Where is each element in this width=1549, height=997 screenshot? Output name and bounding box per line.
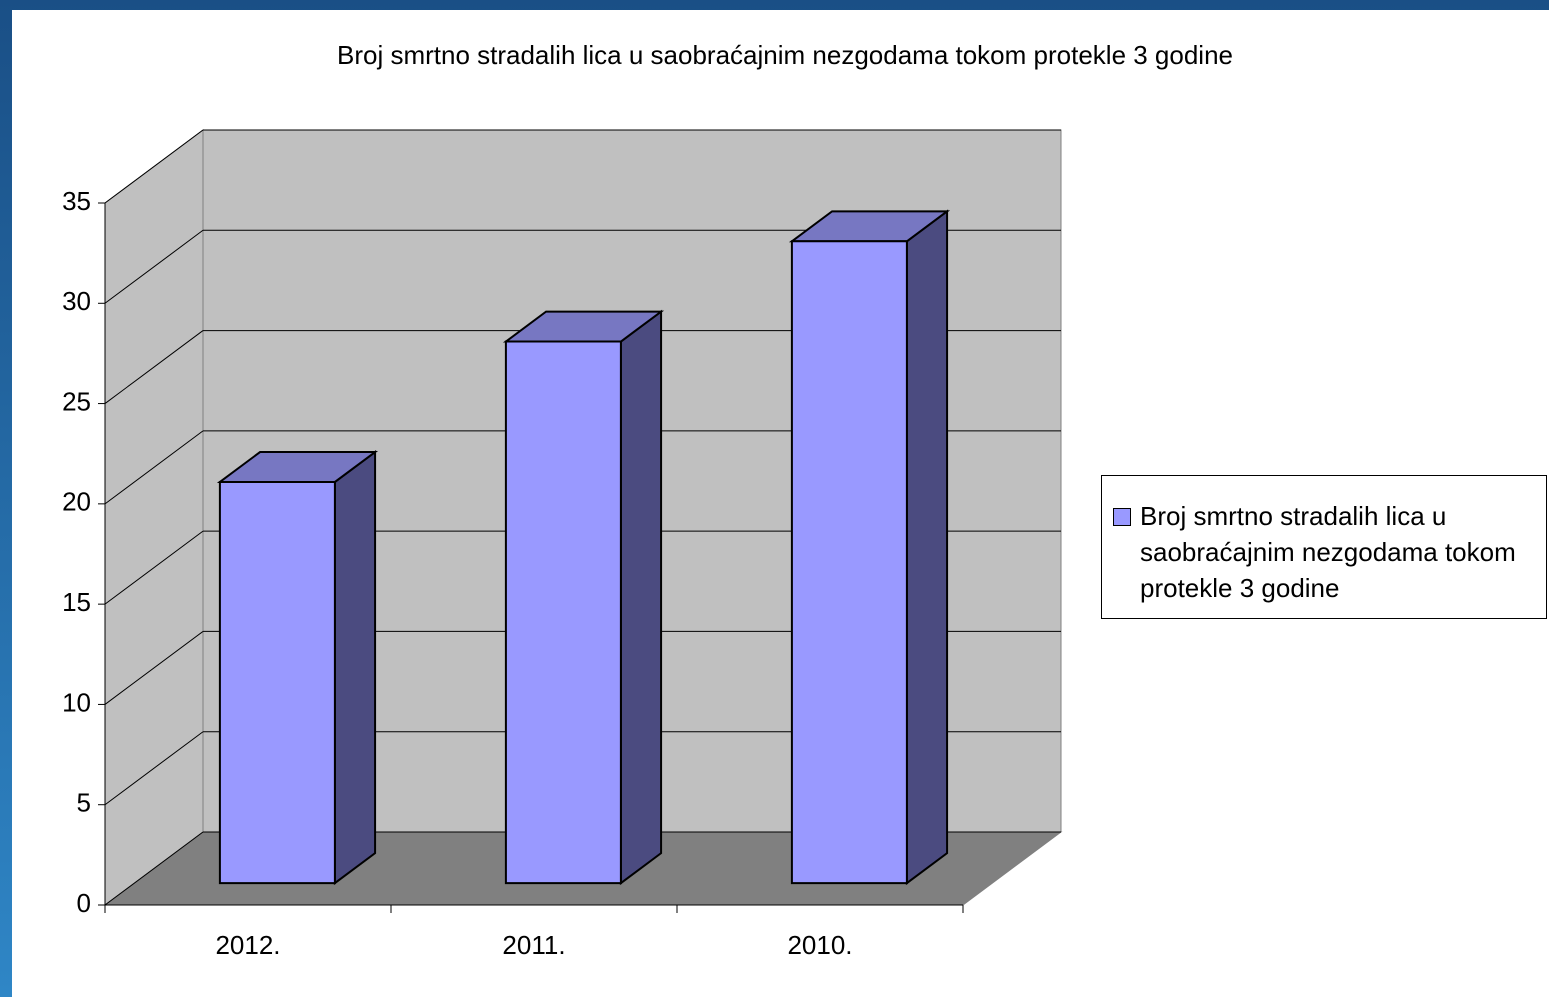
grid-line — [104, 631, 204, 705]
grid-line — [104, 831, 204, 906]
y-tick-label: 25 — [62, 386, 91, 416]
grid-line — [104, 229, 204, 304]
bar-side — [333, 450, 377, 886]
bar-front — [790, 240, 908, 885]
grid-line — [104, 330, 204, 404]
y-tick-label: 20 — [62, 487, 91, 517]
bar — [216, 450, 379, 886]
grid-line — [104, 530, 204, 605]
y-tick-label: 15 — [62, 587, 91, 617]
y-tick-label: 30 — [62, 286, 91, 316]
legend: Broj smrtno stradalih lica u saobraćajni… — [1101, 475, 1547, 619]
bar-front — [218, 480, 336, 885]
legend-swatch — [1113, 508, 1131, 526]
legend-label: Broj smrtno stradalih lica u saobraćajni… — [1140, 501, 1516, 603]
y-tick-label: 0 — [77, 888, 91, 918]
chart-title: Broj smrtno stradalih lica u saobraćajni… — [337, 40, 1233, 70]
grid-line — [104, 430, 204, 505]
x-tick-label: 2011. — [502, 930, 565, 960]
y-tick-label: 5 — [77, 788, 91, 818]
bar-front — [504, 340, 622, 885]
y-tick-label: 35 — [62, 186, 91, 216]
bar-side — [619, 309, 663, 886]
grid-line — [104, 731, 204, 806]
bar-side — [905, 209, 949, 886]
bar — [502, 309, 665, 886]
x-tick-label: 2012. — [215, 930, 280, 960]
bar — [788, 209, 951, 886]
grid-line — [104, 129, 204, 204]
x-tick-label: 2010. — [787, 930, 852, 960]
side-wall — [104, 129, 204, 906]
y-tick-label: 10 — [62, 687, 91, 717]
